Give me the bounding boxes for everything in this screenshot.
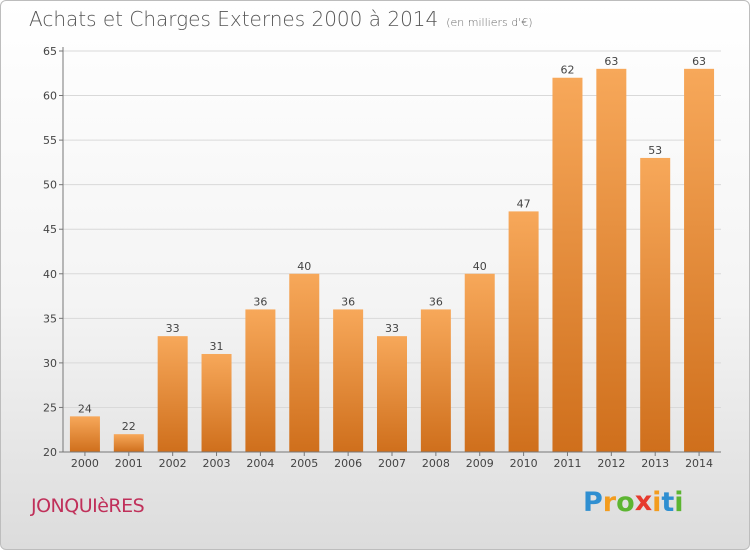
x-tick-label: 2000 <box>71 457 99 470</box>
x-tick-label: 2002 <box>159 457 187 470</box>
x-tick-label: 2007 <box>378 457 406 470</box>
y-tick-label: 55 <box>43 134 57 147</box>
bar-2009 <box>464 273 495 452</box>
y-tick-label: 40 <box>43 268 57 281</box>
value-label: 24 <box>78 402 92 415</box>
y-axis-ticks: 20 25 30 35 40 45 50 55 60 65 <box>43 45 63 459</box>
x-tick-label: 2008 <box>422 457 450 470</box>
x-tick-label: 2004 <box>246 457 274 470</box>
bar-2004 <box>245 309 276 452</box>
value-label: 31 <box>210 340 224 353</box>
value-label: 40 <box>473 260 487 273</box>
bar-2010 <box>508 211 539 452</box>
value-label: 53 <box>648 144 662 157</box>
logo-letter: i <box>674 487 684 518</box>
logo-letter: P <box>583 487 603 518</box>
logo-letter: x <box>634 486 653 517</box>
x-tick-label: 2001 <box>115 457 143 470</box>
x-tick-label: 2012 <box>597 457 625 470</box>
x-axis-ticks: 2000 2001 2002 2003 2004 2005 2006 2007 2008 2009… <box>71 452 713 470</box>
x-tick-label: 2014 <box>685 457 713 470</box>
value-label: 47 <box>517 197 531 210</box>
y-tick-label: 50 <box>43 179 57 192</box>
bar-2001 <box>113 434 144 452</box>
value-label: 36 <box>429 295 443 308</box>
value-label: 63 <box>692 55 706 68</box>
bar-2005 <box>289 273 320 452</box>
bar-2007 <box>377 336 407 452</box>
value-label: 62 <box>560 64 574 77</box>
logo-letter: t <box>661 487 675 518</box>
chart-title: Achats et Charges Externes 2000 à 2014 (e… <box>29 7 533 31</box>
bar-2006 <box>333 309 364 452</box>
y-tick-label: 20 <box>43 446 57 459</box>
y-tick-label: 35 <box>43 312 57 325</box>
chart-title-text: Achats et Charges Externes 2000 à 2014 <box>29 7 439 31</box>
value-label: 36 <box>341 295 355 308</box>
bar-2014 <box>684 68 715 453</box>
value-label: 22 <box>122 420 136 433</box>
y-tick-label: 30 <box>43 357 57 370</box>
value-label: 36 <box>253 295 267 308</box>
value-labels: 24 22 33 31 36 40 36 33 36 40 47 62 63 53 63 <box>78 55 706 433</box>
x-tick-label: 2005 <box>290 457 318 470</box>
y-tick-label: 65 <box>43 45 57 58</box>
x-tick-label: 2006 <box>334 457 362 470</box>
y-tick-label: 25 <box>43 401 57 414</box>
value-label: 40 <box>297 260 311 273</box>
bar-2011 <box>552 77 583 452</box>
x-tick-label: 2013 <box>641 457 669 470</box>
y-tick-label: 45 <box>43 223 57 236</box>
bars <box>69 68 715 453</box>
bar-2002 <box>157 336 188 452</box>
town-name: JONQUIèRES <box>31 495 145 517</box>
logo-letter: r <box>602 487 617 518</box>
value-label: 63 <box>604 55 618 68</box>
logo-letter: i <box>652 487 662 518</box>
x-tick-label: 2003 <box>203 457 231 470</box>
x-tick-label: 2009 <box>466 457 494 470</box>
proxiti-logo[interactable]: Proxiti <box>583 486 684 518</box>
x-tick-label: 2011 <box>553 457 581 470</box>
logo-letter: o <box>616 487 635 518</box>
x-tick-label: 2010 <box>510 457 538 470</box>
bar-2013 <box>640 157 671 452</box>
value-label: 33 <box>385 322 399 335</box>
bar-2012 <box>596 68 627 453</box>
chart-subtitle: (en milliers d'€) <box>446 16 533 29</box>
bar-2008 <box>420 309 451 452</box>
bar-2000 <box>69 416 100 452</box>
bar-2003 <box>201 353 232 452</box>
value-label: 33 <box>166 322 180 335</box>
axes <box>62 47 721 453</box>
y-tick-label: 60 <box>43 90 57 103</box>
